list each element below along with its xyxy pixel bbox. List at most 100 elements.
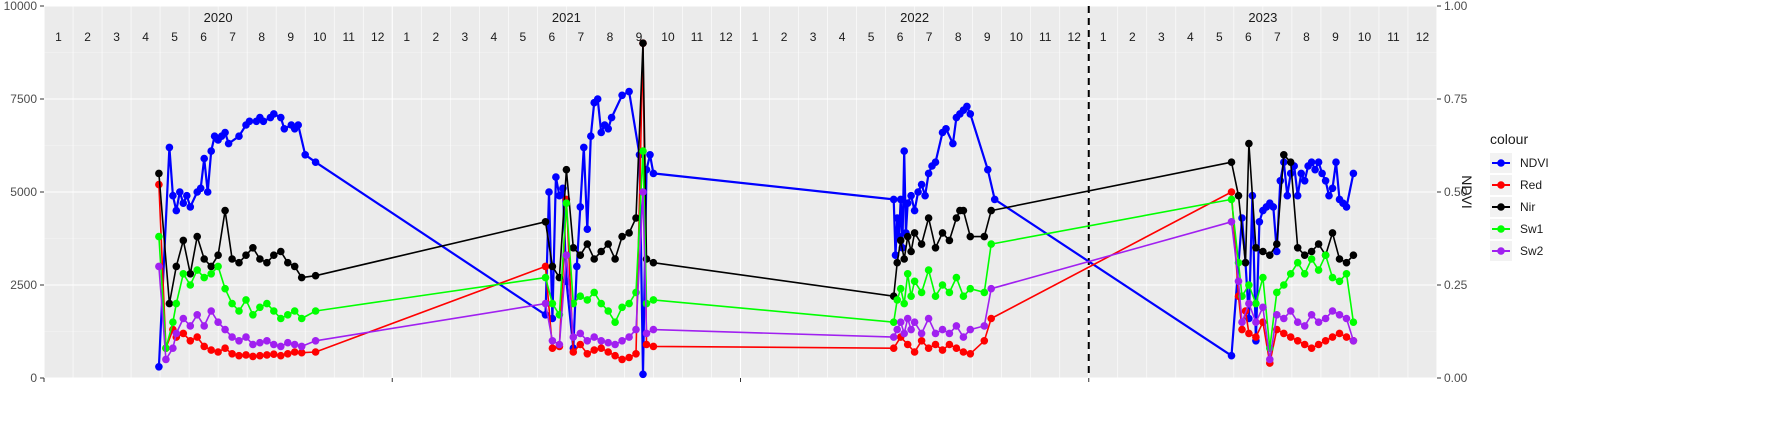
data-point-nir [893,258,901,267]
month-label: 8 [258,30,265,44]
data-point-nir [207,262,215,271]
data-point-ndvi [597,128,605,137]
data-point-sw1 [597,299,605,308]
data-point-nir [1273,240,1281,248]
data-point-ndvi [169,191,177,200]
data-point-nir [200,255,208,263]
data-point-red [1238,325,1246,334]
legend-item-red: Red [1490,175,1542,195]
month-label: 11 [691,30,704,44]
month-label: 11 [342,30,355,44]
data-point-red [249,352,257,361]
month-label: 6 [549,30,556,44]
data-point-nir [987,206,995,215]
data-point-sw1 [583,296,592,304]
data-point-sw1 [1280,281,1288,289]
month-label: 11 [1039,30,1052,44]
data-point-ndvi [552,173,560,181]
data-point-sw2 [618,337,626,345]
legend-label: Red [1520,178,1542,192]
data-point-red [290,348,299,356]
data-point-sw1 [172,299,181,308]
data-point-sw2 [945,329,954,338]
data-point-sw2 [1286,307,1295,315]
data-point-ndvi [1321,177,1330,185]
data-point-nir [649,258,658,267]
month-label: 1 [55,30,62,44]
data-point-ndvi [587,132,595,140]
month-label: 4 [1187,30,1194,44]
data-point-nir [214,251,222,259]
data-point-nir [1280,151,1288,159]
data-point-sw1 [910,277,919,286]
data-point-ndvi [301,151,310,159]
data-point-sw2 [639,188,647,196]
data-point-sw1 [242,296,250,304]
data-point-sw1 [263,299,271,308]
month-label: 3 [461,30,468,44]
series-nir [155,39,1358,308]
data-point-nir [228,255,236,263]
data-point-sw2 [1307,311,1316,319]
data-point-sw1 [576,292,585,301]
data-point-sw1 [924,266,933,274]
data-point-sw1 [1300,270,1309,278]
data-point-sw1 [1335,277,1344,286]
data-point-sw2 [938,325,947,334]
month-label: 3 [810,30,817,44]
data-point-sw2 [987,284,995,293]
month-label: 9 [1332,30,1339,44]
data-point-sw1 [249,311,257,319]
data-point-nir [1293,244,1302,252]
data-point-red [632,350,640,358]
data-point-sw1 [235,307,243,315]
data-point-sw1 [270,307,278,315]
data-point-nir [625,229,633,237]
legend-key-point [1497,225,1505,233]
data-point-ndvi [942,125,950,133]
data-point-sw1 [959,292,968,301]
data-point-sw1 [1349,318,1358,327]
data-point-sw2 [214,318,222,327]
data-point-sw2 [625,333,633,341]
data-point-nir [297,273,306,282]
data-point-nir [1286,158,1295,166]
data-point-ndvi [203,188,212,196]
data-point-sw2 [910,318,919,327]
y-tick-label: 10000 [4,0,38,13]
data-point-ndvi [270,110,278,118]
data-point-nir [186,270,195,278]
month-label: 12 [1416,30,1430,44]
data-point-sw2 [642,329,651,338]
data-point-red [952,344,961,353]
data-point-sw1 [1342,270,1351,278]
data-point-sw1 [931,292,940,301]
data-point-nir [917,240,926,248]
data-point-ndvi [910,206,919,215]
month-label: 5 [520,30,527,44]
data-point-nir [311,271,320,280]
data-point-nir [193,232,201,241]
data-point-nir [290,262,299,271]
data-point-ndvi [200,154,208,163]
data-point-sw1 [966,284,975,293]
month-label: 4 [490,30,497,44]
data-point-nir [1314,240,1323,248]
data-point-ndvi [1300,177,1309,185]
data-point-nir [952,214,961,222]
data-point-nir [541,218,550,226]
data-point-sw2 [1335,311,1344,319]
data-point-ndvi [186,203,195,211]
y-tick-label: 5000 [10,185,37,199]
data-point-ndvi [1227,351,1236,360]
data-point-ndvi [625,87,633,96]
month-label: 3 [113,30,120,44]
data-point-ndvi [224,139,233,148]
data-point-sw2 [611,340,619,349]
data-point-sw2 [548,337,557,345]
y-axis-left: 0 2500 5000 7500 10000 [4,0,44,385]
data-point-sw2 [583,337,592,345]
month-label: 2 [84,30,91,44]
month-label: 12 [719,30,733,44]
